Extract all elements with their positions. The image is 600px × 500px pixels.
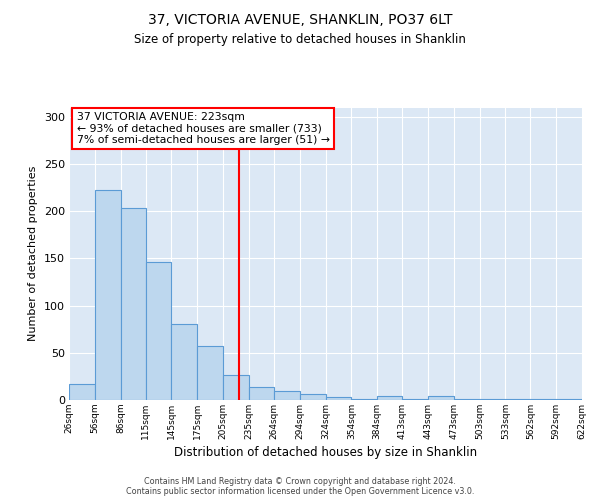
Bar (325, 397, 352, 400)
Bar (95, 190, 121, 400)
Bar (274, 390, 299, 400)
Bar (146, 262, 172, 400)
Text: Size of property relative to detached houses in Shanklin: Size of property relative to detached ho… (134, 32, 466, 46)
Bar (223, 376, 249, 400)
Bar (479, 399, 505, 400)
Y-axis label: Number of detached properties: Number of detached properties (28, 166, 38, 342)
Bar (69, 384, 95, 400)
Text: 37, VICTORIA AVENUE, SHANKLIN, PO37 6LT: 37, VICTORIA AVENUE, SHANKLIN, PO37 6LT (148, 12, 452, 26)
Bar (505, 399, 530, 400)
Bar (402, 399, 428, 400)
Bar (377, 396, 402, 400)
Bar (121, 208, 146, 400)
Text: 37 VICTORIA AVENUE: 223sqm
← 93% of detached houses are smaller (733)
7% of semi: 37 VICTORIA AVENUE: 223sqm ← 93% of deta… (77, 112, 329, 145)
Text: Contains public sector information licensed under the Open Government Licence v3: Contains public sector information licen… (126, 487, 474, 496)
Bar (249, 387, 274, 400)
X-axis label: Distribution of detached houses by size in Shanklin: Distribution of detached houses by size … (174, 446, 477, 459)
Bar (172, 324, 197, 400)
Bar (530, 399, 556, 400)
Bar (454, 399, 479, 400)
Bar (428, 396, 454, 400)
Bar (299, 394, 325, 400)
Bar (556, 399, 582, 400)
Bar (352, 399, 377, 400)
Bar (197, 346, 223, 400)
Text: Contains HM Land Registry data © Crown copyright and database right 2024.: Contains HM Land Registry data © Crown c… (144, 477, 456, 486)
